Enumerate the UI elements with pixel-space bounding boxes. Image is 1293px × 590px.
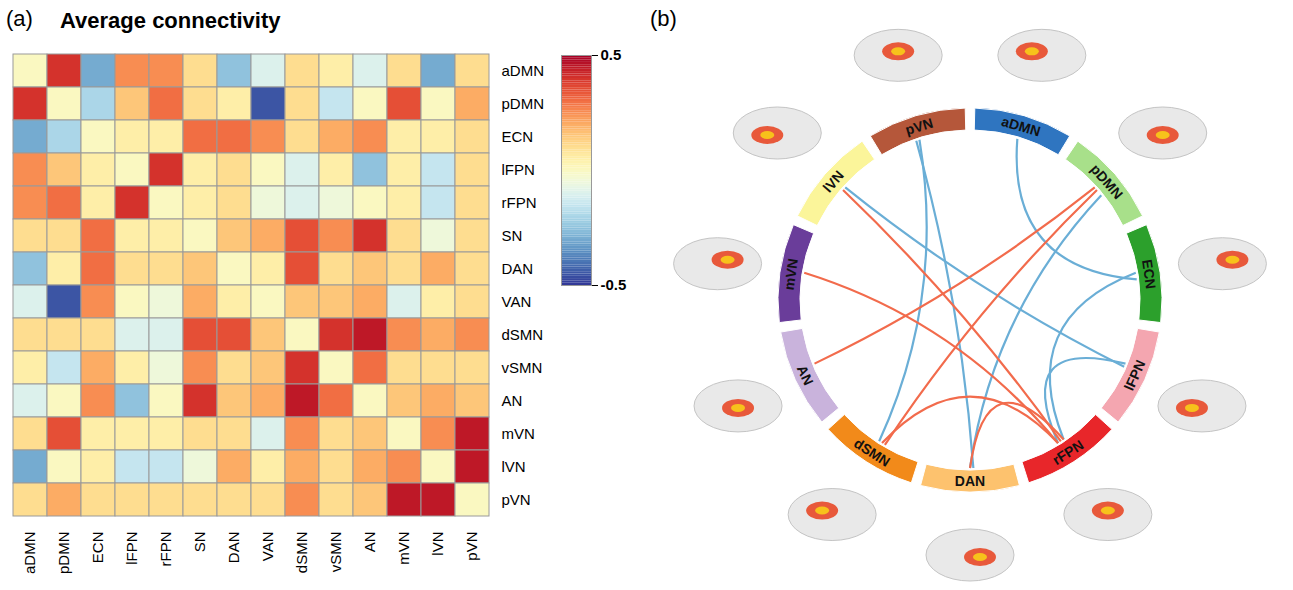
svg-text:DAN: DAN [502,260,534,277]
svg-text:AN: AN [794,363,817,388]
svg-text:lFPN: lFPN [1121,357,1149,393]
svg-text:VAN: VAN [502,293,532,310]
svg-text:rFPN: rFPN [502,194,537,211]
svg-text:lVN: lVN [429,532,446,556]
html-text:Average connectivity: Average connectivity [60,8,281,33]
html-text:(b): (b) [650,6,677,31]
svg-text:pDMN: pDMN [502,95,545,112]
svg-text:lVN: lVN [502,458,526,475]
svg-text:VAN: VAN [259,532,276,562]
svg-text:AN: AN [361,532,378,553]
svg-text:mVN: mVN [502,425,535,442]
svg-text:mVN: mVN [395,532,412,565]
svg-text:rFPN: rFPN [157,532,174,567]
svg-text:ECN: ECN [1139,258,1159,290]
svg-text:vSMN: vSMN [327,532,344,573]
svg-text:lFPN: lFPN [502,161,535,178]
svg-text:ECN: ECN [502,128,534,145]
svg-text:dSMN: dSMN [502,326,544,343]
svg-text:pVN: pVN [502,491,531,508]
svg-text:dSMN: dSMN [293,532,310,574]
svg-text:lFPN: lFPN [123,532,140,565]
svg-text:AN: AN [502,392,523,409]
svg-text:dSMN: dSMN [851,435,893,470]
svg-text:DAN: DAN [225,532,242,564]
svg-text:pDMN: pDMN [1088,161,1127,202]
svg-text:pVN: pVN [463,532,480,561]
svg-text:aDMN: aDMN [1000,113,1043,140]
svg-text:0.5: 0.5 [601,46,622,63]
svg-text:mVN: mVN [781,257,801,291]
svg-text:aDMN: aDMN [21,532,38,575]
svg-text:pDMN: pDMN [55,532,72,575]
svg-text:rFPN: rFPN [1049,436,1086,468]
svg-text:SN: SN [191,532,208,553]
svg-text:vSMN: vSMN [502,359,543,376]
svg-text:DAN: DAN [955,473,985,489]
svg-text:aDMN: aDMN [502,62,545,79]
svg-text:lVN: lVN [820,167,847,195]
html-text:(a): (a) [6,6,33,31]
svg-text:pVN: pVN [903,115,934,138]
svg-text:ECN: ECN [89,532,106,564]
svg-text:-0.5: -0.5 [601,276,627,293]
svg-text:SN: SN [502,227,523,244]
